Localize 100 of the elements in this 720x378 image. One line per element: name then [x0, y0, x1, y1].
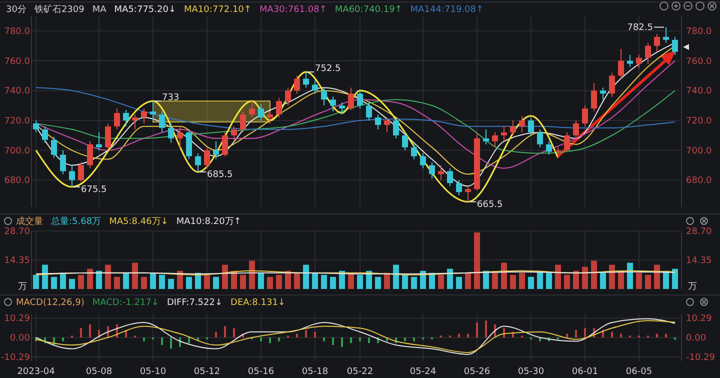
candlestick	[87, 140, 93, 169]
bar	[339, 270, 345, 289]
bar	[80, 328, 82, 338]
x-tick-label: 05-22	[346, 367, 374, 377]
x-tick-label: 05-08	[86, 367, 112, 377]
bar	[620, 334, 622, 338]
bar	[330, 276, 336, 289]
annotation: 733	[162, 93, 180, 104]
bar	[609, 264, 615, 289]
text: MA30:761.08↑	[259, 5, 327, 15]
candlestick	[159, 111, 165, 133]
y-tick-label: 28.70	[4, 227, 30, 237]
text: DIFF:7.522↓	[166, 298, 223, 308]
text: 780.0	[686, 26, 712, 37]
chart-subtitle: 30分	[6, 4, 26, 15]
bar	[249, 260, 255, 289]
bar	[321, 274, 327, 289]
text: 760.0	[686, 56, 712, 67]
legend-title: MA	[92, 5, 108, 15]
y-tick-label: 700.0	[4, 146, 30, 156]
bar	[447, 268, 453, 289]
candlestick	[258, 104, 264, 121]
candlestick	[267, 111, 273, 124]
bar	[105, 264, 111, 289]
bar	[314, 332, 316, 338]
text: 720.0	[686, 116, 712, 126]
candlestick	[96, 132, 102, 151]
candlestick	[492, 132, 498, 148]
x-tick-label: 05-12	[194, 367, 220, 377]
bar	[582, 266, 588, 289]
candlestick	[573, 120, 579, 139]
bar	[645, 274, 651, 289]
candlestick	[69, 164, 75, 188]
candlestick	[222, 132, 228, 157]
text: MA144:719.08↑	[410, 5, 484, 15]
candlestick	[447, 168, 453, 187]
bar	[62, 338, 64, 342]
bar	[458, 334, 460, 338]
bar	[161, 338, 163, 346]
candlestick	[420, 152, 426, 169]
candlestick	[456, 180, 462, 196]
candlestick	[672, 36, 678, 56]
candlestick	[51, 136, 57, 158]
y-tick-label: 14.35	[4, 256, 30, 266]
bar	[69, 278, 75, 289]
annotation: 675.5	[81, 184, 107, 195]
x-tick-label: 06-05	[626, 367, 652, 377]
bar	[303, 264, 309, 289]
bar	[114, 276, 120, 289]
candlestick	[438, 164, 444, 181]
bar	[168, 278, 174, 289]
text: 28.70	[686, 227, 712, 237]
bar	[170, 338, 172, 349]
candlestick	[348, 87, 354, 111]
bar	[573, 270, 579, 289]
candlestick	[231, 126, 237, 142]
candlestick	[186, 130, 192, 160]
bar	[204, 274, 210, 289]
candlestick	[321, 87, 327, 106]
x-tick-label: 05-18	[302, 367, 328, 377]
candlestick	[150, 100, 156, 121]
bar	[510, 274, 516, 289]
bar	[143, 338, 145, 342]
bar	[413, 338, 415, 342]
bar	[359, 338, 361, 342]
candlestick	[213, 140, 219, 160]
candlestick	[528, 116, 534, 136]
text: 10.29	[686, 314, 712, 324]
annotation: 685.5	[207, 170, 233, 180]
candlestick	[618, 48, 624, 80]
bar	[305, 330, 307, 338]
bar	[384, 272, 390, 289]
bar	[483, 270, 489, 289]
bar	[492, 272, 498, 289]
candlestick	[393, 118, 399, 139]
candlestick	[33, 120, 39, 133]
bar	[411, 276, 417, 289]
candlestick	[645, 42, 651, 64]
bar	[294, 272, 300, 289]
candlestick	[654, 33, 660, 52]
candlestick	[276, 98, 282, 118]
bar	[150, 272, 156, 289]
text: 680.0	[686, 176, 712, 186]
annotation: 782.5	[627, 23, 653, 34]
text: 总量:5.68万	[50, 216, 102, 227]
series-label: MACD:-1.217↓	[92, 298, 159, 308]
bar	[636, 272, 642, 289]
bar	[584, 328, 586, 338]
bar	[591, 260, 597, 289]
bar	[33, 274, 39, 289]
chart-title: MACD(12,26,9)	[16, 298, 84, 308]
text: 万	[688, 282, 697, 292]
candlestick	[132, 114, 138, 130]
text: DEA:8.131↓	[230, 298, 286, 308]
text: MA5:8.46万↓	[109, 217, 168, 227]
bar	[276, 274, 282, 289]
text: -10.29	[686, 352, 716, 363]
candlestick	[402, 132, 408, 151]
bar	[233, 328, 235, 338]
candlestick	[168, 122, 174, 144]
